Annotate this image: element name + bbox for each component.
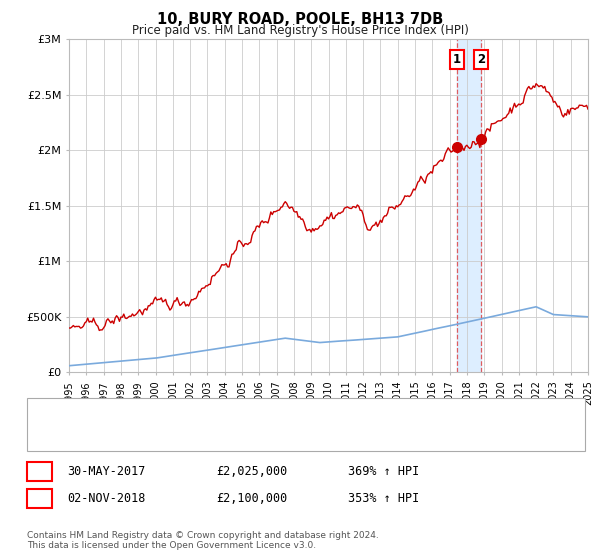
Text: 10, BURY ROAD, POOLE, BH13 7DB (detached house): 10, BURY ROAD, POOLE, BH13 7DB (detached…	[78, 408, 369, 418]
Text: Contains HM Land Registry data © Crown copyright and database right 2024.
This d: Contains HM Land Registry data © Crown c…	[27, 531, 379, 550]
Bar	[457, 39, 481, 372]
Text: 1: 1	[452, 53, 461, 66]
Text: 30-MAY-2017: 30-MAY-2017	[67, 465, 146, 478]
Text: 02-NOV-2018: 02-NOV-2018	[67, 492, 146, 505]
Text: 10, BURY ROAD, POOLE, BH13 7DB: 10, BURY ROAD, POOLE, BH13 7DB	[157, 12, 443, 27]
Text: Price paid vs. HM Land Registry's House Price Index (HPI): Price paid vs. HM Land Registry's House …	[131, 24, 469, 36]
Text: £2,025,000: £2,025,000	[216, 465, 287, 478]
Text: 1: 1	[35, 465, 44, 478]
Text: 369% ↑ HPI: 369% ↑ HPI	[348, 465, 419, 478]
Text: 2: 2	[35, 492, 44, 505]
Text: 2: 2	[478, 53, 485, 66]
Text: £2,100,000: £2,100,000	[216, 492, 287, 505]
Text: 353% ↑ HPI: 353% ↑ HPI	[348, 492, 419, 505]
Text: HPI: Average price, detached house, Bournemouth Christchurch and Poole: HPI: Average price, detached house, Bour…	[78, 431, 484, 441]
